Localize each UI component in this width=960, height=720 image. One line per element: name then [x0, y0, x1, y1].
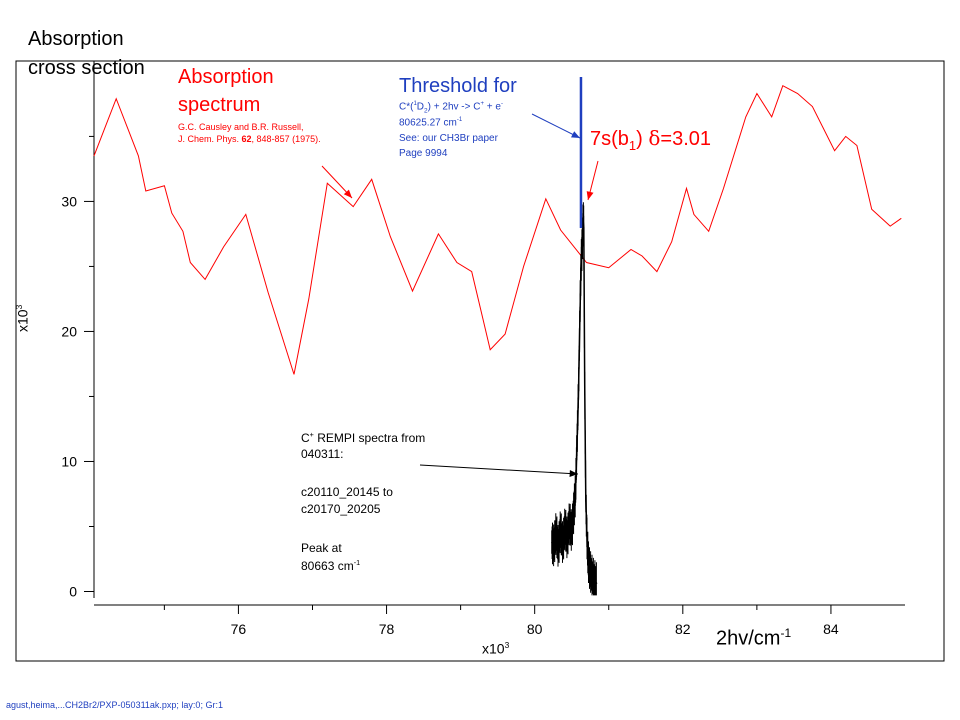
absorption-title-line1: Absorption [178, 66, 274, 88]
rempi-arrow-head [569, 470, 578, 477]
state-label-b: ) [636, 128, 649, 150]
y-tick-label: 30 [61, 193, 77, 209]
rempi-noise-band [551, 202, 597, 596]
y-axis-multiplier: x103 [14, 305, 31, 332]
state-arrow-head [586, 191, 594, 200]
y-axis-title-line1: Absorption [28, 28, 124, 50]
rempi-ion-charge: + [309, 430, 314, 439]
threshold-title: Threshold for [399, 75, 517, 97]
y-tick-label: 0 [69, 583, 77, 599]
ref-volume: 62 [241, 134, 252, 144]
threshold-energy: 80625.27 cm-1 [399, 117, 462, 128]
rempi-annotation-line6: 80663 cm-1 [301, 558, 360, 573]
threshold-reaction-sup2: + [480, 101, 484, 107]
y-axis-title-line2: cross section [28, 57, 145, 79]
ref-pages: , 848-857 (1975). [251, 134, 321, 144]
absorption-arrow-head [343, 189, 352, 198]
ref-journal: J. Chem. Phys. [178, 134, 242, 144]
rempi-annotation-line5: Peak at [301, 541, 342, 555]
x-axis-title: 2hv/cm-1 [716, 626, 791, 651]
threshold-reaction-sup1: 1 [413, 101, 417, 107]
y-multiplier-base: x10 [14, 309, 31, 332]
x-multiplier-exp: 3 [504, 640, 510, 650]
y-multiplier-exp: 3 [14, 304, 24, 310]
threshold-energy-value: 80625.27 cm [399, 117, 457, 129]
absorption-reference-line1: G.C. Causley and B.R. Russell, [178, 122, 304, 132]
x-tick-label: 80 [527, 621, 543, 637]
state-label-a: 7s(b [590, 128, 629, 150]
x-tick-label: 76 [231, 621, 247, 637]
x-tick-label: 82 [675, 621, 691, 637]
x-multiplier-base: x10 [482, 640, 505, 657]
annotation-arrows [321, 113, 599, 477]
threshold-see-note: See: our CH3Br paper [399, 133, 498, 144]
rempi-annotation-line4: c20170_20205 [301, 502, 381, 516]
rempi-series [551, 202, 598, 596]
threshold-arrow-head [571, 131, 580, 138]
plot-frame [15, 60, 945, 662]
absorption-reference-line2: J. Chem. Phys. 62, 848-857 (1975). [178, 134, 321, 144]
threshold-reaction-d: + e [483, 101, 501, 113]
state-label-c: =3.01 [660, 128, 712, 150]
y-tick-label: 20 [61, 323, 77, 339]
rempi-peak-value: 80663 cm [301, 559, 354, 573]
threshold-reaction-c: ) + 2hv -> C [427, 101, 481, 113]
absorption-line [93, 84, 902, 375]
footer-file-path: agust,heima,...CH2Br2/PXP-050311ak.pxp; … [6, 700, 223, 710]
threshold-reaction: C*(1D2) + 2hv -> C+ + e- [399, 101, 503, 114]
threshold-energy-exp: -1 [456, 117, 463, 123]
state-label-delta: δ [648, 126, 661, 150]
threshold-reaction-sub: 2 [424, 107, 428, 115]
threshold-reaction-b: D [416, 101, 425, 113]
rempi-annotation-line3: c20110_20145 to [301, 485, 393, 499]
rempi-annotation-line2: 040311: [301, 447, 344, 461]
x-axis-title-base: 2hv/cm [716, 627, 781, 650]
rempi-arrow [419, 464, 579, 475]
threshold-arrow [531, 113, 581, 139]
absorption-title-line2: spectrum [178, 94, 261, 116]
threshold-reaction-sup3: - [500, 101, 503, 107]
axis-ticks: 76 78 80 82 84 0 10 20 30 [61, 135, 839, 637]
rempi-ion: C [301, 431, 310, 445]
threshold-page-note: Page 9994 [399, 148, 448, 159]
x-axis-title-exp: -1 [780, 626, 792, 640]
x-tick-label: 78 [379, 621, 395, 637]
x-tick-label: 84 [823, 621, 839, 637]
absorption-series [93, 84, 902, 375]
y-tick-label: 10 [61, 453, 77, 469]
rempi-annotation-line1: C+ REMPI spectra from [301, 430, 425, 445]
state-label-sub: 1 [628, 138, 637, 153]
rempi-annotation-text: REMPI spectra from [313, 431, 426, 445]
state-label: 7s(b1) δ=3.01 [590, 126, 711, 153]
threshold-reaction-a: C*( [399, 101, 414, 113]
x-axis-multiplier: x103 [482, 640, 509, 657]
rempi-peak-exp: -1 [353, 558, 361, 567]
